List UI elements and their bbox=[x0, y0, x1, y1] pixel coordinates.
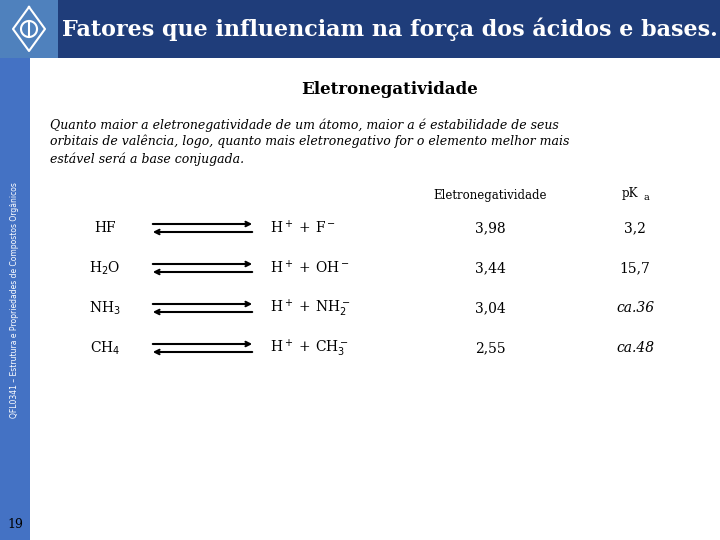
Text: Fatores que influenciam na força dos ácidos e bases.: Fatores que influenciam na força dos áci… bbox=[62, 17, 718, 40]
Text: Eletronegatividade: Eletronegatividade bbox=[302, 82, 478, 98]
Text: 3,2: 3,2 bbox=[624, 221, 646, 235]
Text: H$^+$ + F$^-$: H$^+$ + F$^-$ bbox=[270, 219, 336, 237]
Text: Eletronegatividade: Eletronegatividade bbox=[433, 188, 546, 201]
Text: NH$_3$: NH$_3$ bbox=[89, 299, 121, 316]
Text: 15,7: 15,7 bbox=[620, 261, 650, 275]
Bar bbox=[0, 58, 30, 540]
Text: 19: 19 bbox=[7, 518, 23, 531]
Text: Quanto maior a eletronegatividade de um átomo, maior a é estabilidade de seus: Quanto maior a eletronegatividade de um … bbox=[50, 118, 559, 132]
Text: a: a bbox=[644, 192, 649, 201]
Text: H$^+$ + CH$_3^-$: H$^+$ + CH$_3^-$ bbox=[270, 338, 349, 359]
Text: 3,98: 3,98 bbox=[474, 221, 505, 235]
Text: H$^+$ + NH$_2^-$: H$^+$ + NH$_2^-$ bbox=[270, 298, 351, 319]
Text: ca.48: ca.48 bbox=[616, 341, 654, 355]
Text: orbitais de valência, logo, quanto mais eletronegativo for o elemento melhor mai: orbitais de valência, logo, quanto mais … bbox=[50, 135, 570, 148]
Text: H$_2$O: H$_2$O bbox=[89, 259, 121, 276]
Text: CH$_4$: CH$_4$ bbox=[90, 339, 120, 357]
Text: QFL0341 – Estrutura e Propriedades de Compostos Orgânicos: QFL0341 – Estrutura e Propriedades de Co… bbox=[11, 182, 19, 418]
Text: H$^+$ + OH$^-$: H$^+$ + OH$^-$ bbox=[270, 259, 350, 276]
Bar bbox=[0, 0, 58, 58]
Text: 3,44: 3,44 bbox=[474, 261, 505, 275]
Text: ca.36: ca.36 bbox=[616, 301, 654, 315]
Text: 2,55: 2,55 bbox=[474, 341, 505, 355]
Bar bbox=[0, 0, 720, 58]
Text: 3,04: 3,04 bbox=[474, 301, 505, 315]
Text: pK: pK bbox=[622, 186, 638, 199]
Text: estável será a base conjugada.: estável será a base conjugada. bbox=[50, 152, 244, 165]
Text: HF: HF bbox=[94, 221, 116, 235]
